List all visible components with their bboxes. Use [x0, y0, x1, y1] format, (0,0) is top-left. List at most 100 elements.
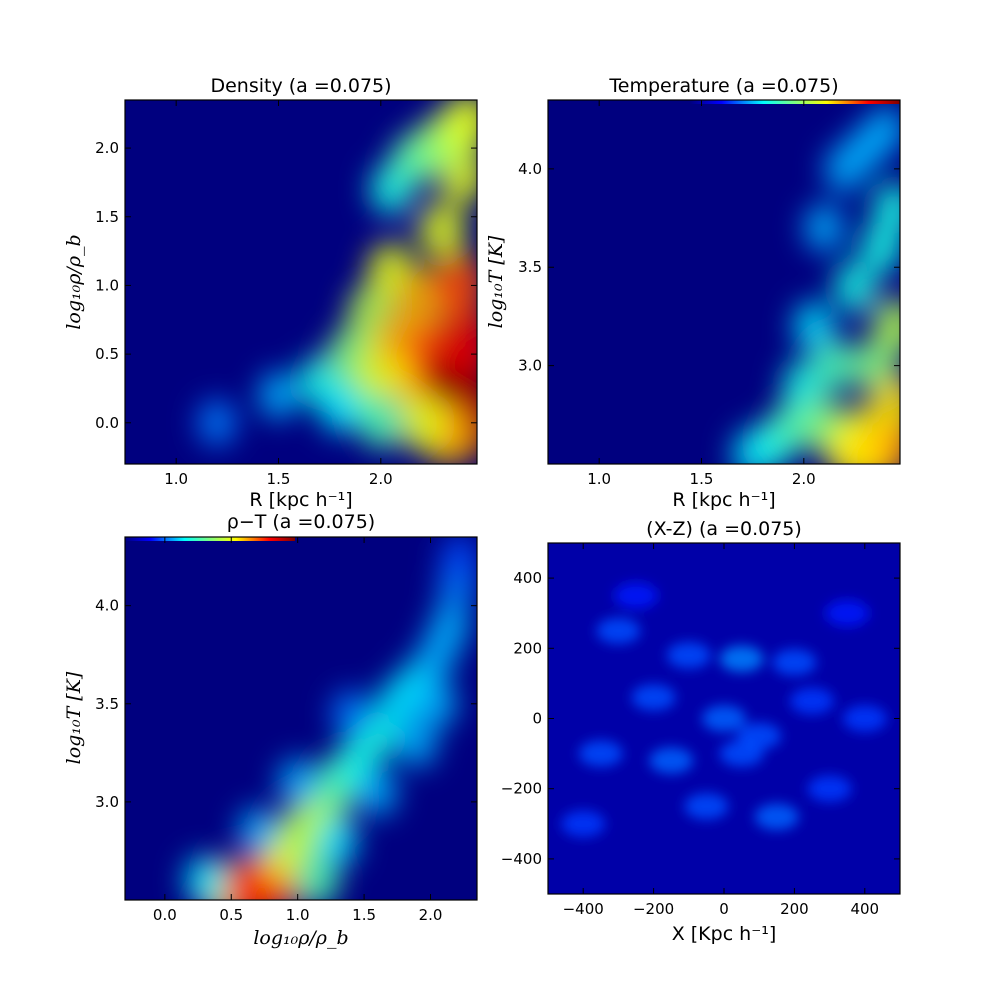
heat-cell-rho-t — [357, 767, 398, 817]
heat-cell-temperature — [829, 424, 881, 464]
x-tick-label: 1.5 — [352, 906, 376, 924]
xticks-density: 1.0 1.5 2.0 — [164, 100, 393, 488]
heat-cell-xz — [684, 793, 729, 820]
yticks-rho-t: 3.0 3.5 4.0 — [95, 597, 477, 811]
heat-cell-temperature — [812, 338, 857, 393]
heat-cell-xz — [719, 645, 764, 672]
heat-cell-temperature — [868, 374, 900, 436]
y-tick-label: 1.5 — [95, 208, 119, 226]
x-tick-label: 2.0 — [369, 470, 393, 488]
x-tick-label: 0 — [719, 900, 729, 918]
heat-cell-temperature — [872, 182, 900, 235]
y-tick-label: −400 — [501, 850, 542, 868]
y-tick-label: 0.0 — [95, 414, 119, 432]
yticks-xz: −400 −200 0 200 400 — [501, 569, 900, 868]
x-tick-label: 1.0 — [286, 906, 310, 924]
y-tick-label: 3.0 — [518, 357, 542, 375]
heat-cell-density — [358, 396, 404, 450]
x-tick-label: 1.5 — [690, 470, 714, 488]
x-tick-label: 200 — [780, 900, 809, 918]
heat-cell-rho-t — [295, 853, 340, 900]
xlabel-rho-t: log₁₀ρ/ρ_b — [253, 927, 348, 949]
x-tick-label: 2.0 — [419, 906, 443, 924]
heat-cell-density — [431, 252, 477, 318]
heat-cell-rho-t — [183, 855, 226, 900]
heat-cell-density — [319, 384, 361, 435]
heat-cell-temperature — [804, 203, 845, 253]
heat-cell-xz — [772, 649, 817, 676]
marks-rho-t — [183, 537, 477, 900]
heat-cell-rho-t — [440, 537, 477, 580]
heat-cell-temperature — [793, 301, 835, 352]
heat-cell-xz — [561, 810, 606, 837]
heat-cell-xz — [578, 740, 623, 767]
panel-density: Density (a =0.075) R [kpc h⁻¹] log₁₀ρ/ρ_… — [63, 75, 478, 511]
heat-cell-rho-t — [397, 718, 438, 768]
heat-cell-rho-t — [430, 601, 471, 650]
x-tick-label: 2.0 — [792, 470, 816, 488]
heat-cell-xz — [649, 747, 694, 774]
title-temperature: Temperature (a =0.075) — [608, 75, 838, 97]
heat-cell-xz — [790, 687, 834, 715]
xlabel-xz: X [Kpc h⁻¹] — [672, 923, 777, 945]
heat-cell-xz — [614, 582, 658, 609]
heat-cell-xz — [702, 705, 746, 732]
x-tick-label: 1.5 — [267, 470, 291, 488]
heat-cell-density — [438, 306, 477, 375]
heat-cell-rho-t — [417, 679, 458, 728]
heat-cell-temperature — [872, 297, 900, 355]
title-rho-t: ρ−T (a =0.075) — [227, 511, 375, 533]
xticks-temperature: 1.0 1.5 2.0 — [587, 100, 816, 488]
colorbar-strip-rho-t — [125, 537, 295, 541]
yticks-temperature: 3.0 3.5 4.0 — [518, 160, 900, 375]
heat-cell-rho-t — [316, 816, 359, 867]
heat-cell-temperature — [865, 105, 900, 154]
title-density: Density (a =0.075) — [210, 75, 391, 97]
y-tick-label: 3.5 — [95, 695, 119, 713]
y-tick-label: 0 — [532, 710, 542, 728]
yticks-density: 0.0 0.5 1.0 1.5 2.0 — [95, 139, 477, 432]
x-tick-label: 400 — [850, 900, 879, 918]
y-tick-label: 4.0 — [95, 597, 119, 615]
y-tick-label: −200 — [501, 780, 542, 798]
y-tick-label: 200 — [513, 639, 542, 657]
marks-density — [197, 100, 477, 464]
heat-cell-density — [444, 100, 477, 150]
heat-cell-xz — [807, 775, 852, 802]
heat-cell-rho-t — [331, 690, 371, 737]
heat-cell-density — [258, 371, 299, 420]
heat-cell-xz — [825, 600, 870, 627]
y-tick-label: 1.0 — [95, 276, 119, 294]
xticks-rho-t: 0.0 0.5 1.0 1.5 2.0 — [153, 537, 443, 924]
xlabel-density: R [kpc h⁻¹] — [249, 489, 352, 511]
y-tick-label: 3.5 — [518, 258, 542, 276]
heat-cell-xz — [666, 642, 711, 669]
x-tick-label: −400 — [563, 900, 604, 918]
x-tick-label: −200 — [633, 900, 674, 918]
x-tick-label: 0.0 — [153, 906, 177, 924]
marks-xz — [561, 582, 887, 837]
panel-xz: (X-Z) (a =0.075) X [Kpc h⁻¹] −400 −200 0 20… — [501, 518, 901, 945]
marks-temperature — [731, 105, 900, 464]
heat-cell-temperature — [860, 221, 900, 274]
y-tick-label: 4.0 — [518, 160, 542, 178]
heat-cell-temperature — [833, 261, 877, 313]
panel-temperature: Temperature (a =0.075) R [kpc h⁻¹] log₁₀… — [485, 75, 901, 511]
heat-cell-xz — [719, 740, 764, 767]
x-tick-label: 1.0 — [587, 470, 611, 488]
heat-cell-xz — [842, 705, 887, 732]
xlabel-temperature: R [kpc h⁻¹] — [672, 489, 775, 511]
heat-cell-xz — [631, 684, 676, 711]
ylabel-density: log₁₀ρ/ρ_b — [63, 234, 85, 329]
heat-cell-density — [417, 201, 467, 260]
y-tick-label: 400 — [513, 569, 542, 587]
y-tick-label: 0.5 — [95, 345, 119, 363]
panel-rho-t: ρ−T (a =0.075) log₁₀ρ/ρ_b log₁₀T [K] 0.0… — [63, 511, 478, 949]
heat-cell-xz — [754, 803, 799, 830]
x-tick-label: 1.0 — [164, 470, 188, 488]
heat-cell-xz — [596, 617, 641, 644]
heat-cell-rho-t — [277, 758, 318, 807]
ylabel-rho-t: log₁₀T [K] — [63, 671, 85, 764]
colorbar-strip-temperature — [690, 100, 900, 104]
